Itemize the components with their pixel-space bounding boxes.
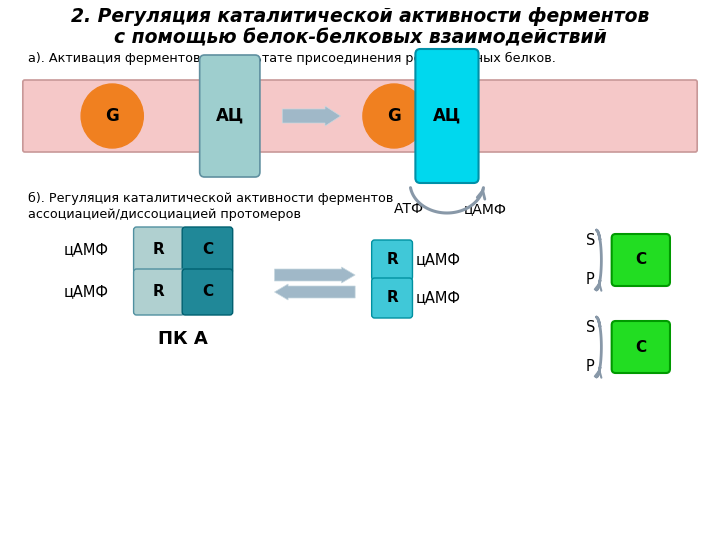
Text: С: С <box>202 242 213 258</box>
FancyBboxPatch shape <box>182 227 233 273</box>
Text: б). Регуляция каталитической активности ферментов: б). Регуляция каталитической активности … <box>27 192 393 205</box>
FancyBboxPatch shape <box>372 240 413 280</box>
Text: с помощью белок-белковых взаимодействий: с помощью белок-белковых взаимодействий <box>114 28 606 47</box>
Text: С: С <box>202 285 213 300</box>
Text: S: S <box>585 233 595 248</box>
Text: цАМФ: цАМФ <box>415 253 460 267</box>
Text: АЦ: АЦ <box>433 107 461 125</box>
FancyArrow shape <box>274 284 355 300</box>
Circle shape <box>81 84 143 148</box>
Text: цАМФ: цАМФ <box>63 242 109 258</box>
FancyBboxPatch shape <box>182 269 233 315</box>
Text: С: С <box>635 340 647 354</box>
Text: R: R <box>386 253 398 267</box>
Text: ПК А: ПК А <box>158 330 208 348</box>
FancyBboxPatch shape <box>199 55 260 177</box>
FancyBboxPatch shape <box>23 80 697 152</box>
Text: ассоциацией/диссоциацией протомеров: ассоциацией/диссоциацией протомеров <box>27 208 301 221</box>
FancyBboxPatch shape <box>612 321 670 373</box>
FancyBboxPatch shape <box>134 269 184 315</box>
FancyBboxPatch shape <box>134 227 184 273</box>
Text: АЦ: АЦ <box>216 107 244 125</box>
Circle shape <box>363 84 425 148</box>
Text: АТФ: АТФ <box>394 202 423 215</box>
FancyArrow shape <box>274 267 355 283</box>
Text: S: S <box>585 320 595 335</box>
FancyArrow shape <box>282 106 341 126</box>
Text: цАМФ: цАМФ <box>415 291 460 306</box>
Text: цАМФ: цАМФ <box>63 285 109 300</box>
FancyBboxPatch shape <box>372 278 413 318</box>
FancyBboxPatch shape <box>415 49 479 183</box>
Text: R: R <box>153 242 165 258</box>
Text: С: С <box>635 253 647 267</box>
Text: R: R <box>153 285 165 300</box>
Text: 2. Регуляция каталитической активности ферментов: 2. Регуляция каталитической активности ф… <box>71 7 649 26</box>
Text: R: R <box>386 291 398 306</box>
Text: P: P <box>586 272 595 287</box>
Text: а). Активация ферментов в результате присоединения регуляторных белков.: а). Активация ферментов в результате при… <box>27 52 556 65</box>
Text: цАМФ: цАМФ <box>464 202 507 215</box>
Text: G: G <box>387 107 401 125</box>
Text: G: G <box>105 107 119 125</box>
FancyBboxPatch shape <box>612 234 670 286</box>
Text: P: P <box>586 359 595 374</box>
